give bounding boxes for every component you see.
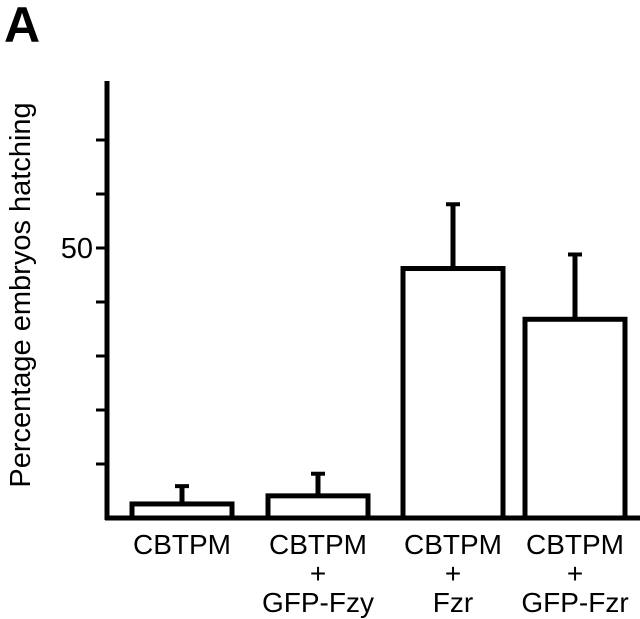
category-label-2: CBTPM + Fzr xyxy=(383,530,523,617)
category-label-0-line-0: CBTPM xyxy=(133,529,231,560)
category-label-2-line-2: Fzr xyxy=(432,587,474,618)
category-label-1-line-0: CBTPM xyxy=(269,529,367,560)
bars xyxy=(129,266,628,521)
category-label-1-line-1: + xyxy=(309,558,327,589)
y-tick-label-50: 50 xyxy=(61,233,93,265)
bar-2 xyxy=(400,266,506,521)
bar-3 xyxy=(522,316,628,521)
category-label-3-line-1: + xyxy=(566,558,584,589)
panel-label: A xyxy=(4,0,41,53)
category-label-2-line-1: + xyxy=(444,558,462,589)
bar-0 xyxy=(129,501,235,521)
category-label-3: CBTPM + GFP-Fzr xyxy=(505,530,640,617)
category-label-1: CBTPM + GFP-Fzy xyxy=(248,530,388,617)
category-label-2-line-0: CBTPM xyxy=(404,529,502,560)
bar-1 xyxy=(265,493,371,521)
y-axis-label: Percentage embryos hatching xyxy=(5,102,37,487)
y-ticks: 50 xyxy=(61,138,107,466)
category-label-3-line-0: CBTPM xyxy=(526,529,624,560)
category-label-1-line-2: GFP-Fzy xyxy=(262,587,374,618)
category-label-3-line-2: GFP-Fzr xyxy=(521,587,629,618)
error-bars xyxy=(175,202,582,504)
category-label-0: CBTPM xyxy=(112,530,252,559)
